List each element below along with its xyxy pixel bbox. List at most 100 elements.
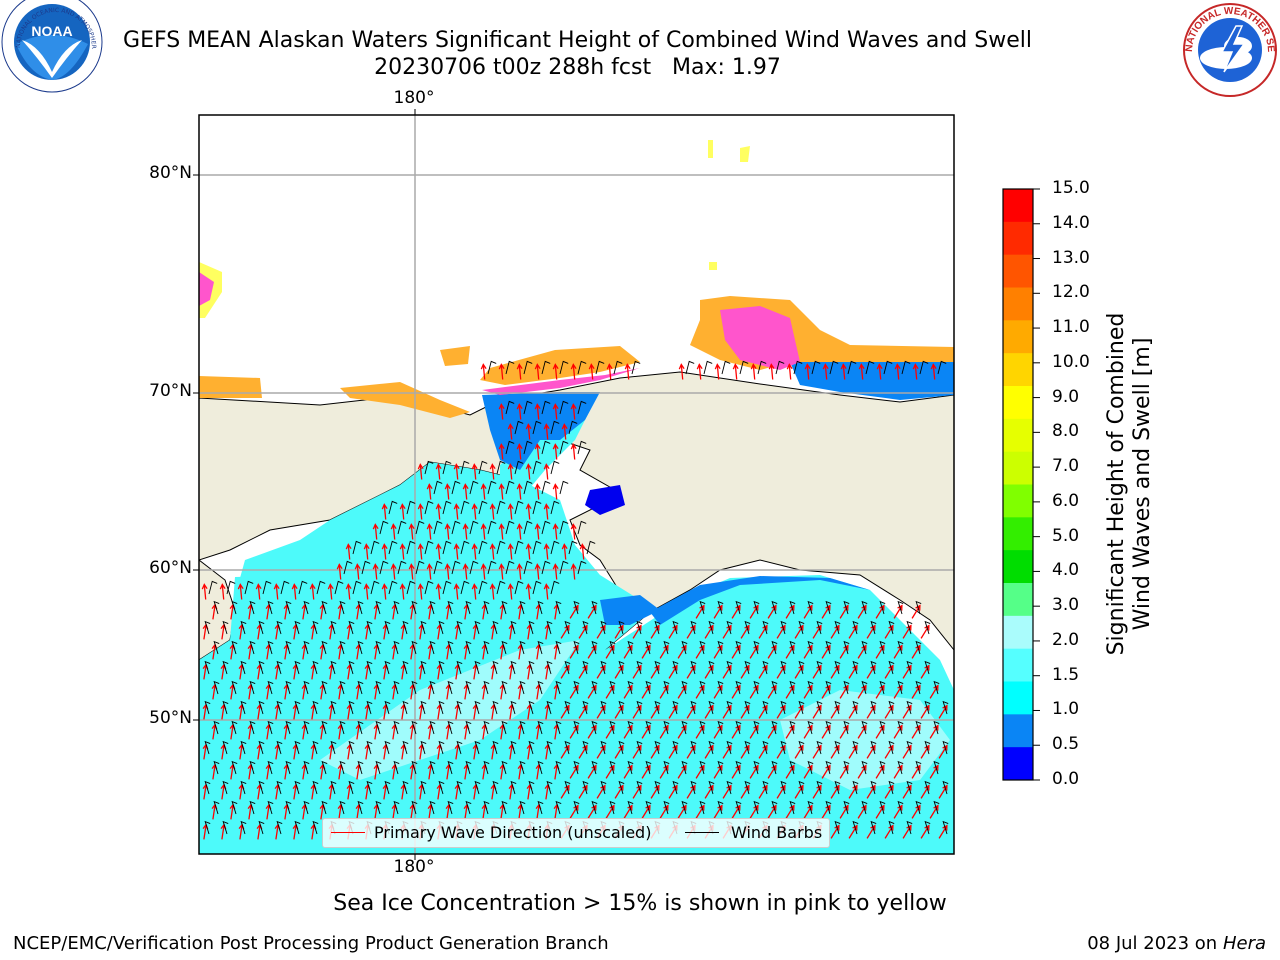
wave-direction-arrow	[812, 744, 822, 759]
wind-barb	[582, 660, 589, 675]
wind-barb	[834, 660, 841, 675]
colorbar-swatch	[1003, 189, 1033, 223]
wave-direction-arrow	[893, 804, 903, 819]
wind-barb	[771, 800, 778, 815]
wind-barb	[204, 620, 211, 635]
wind-barb	[753, 760, 760, 775]
wind-barb	[285, 640, 292, 655]
wave-direction-arrow	[650, 664, 660, 679]
wind-barb	[420, 740, 427, 755]
wind-barb	[555, 680, 562, 695]
wind-barb	[573, 640, 580, 655]
wave-direction-arrow	[714, 363, 721, 380]
wave-direction-arrow	[875, 684, 885, 699]
wind-barb	[312, 620, 319, 635]
wind-barb	[816, 740, 823, 755]
wind-barb	[843, 800, 850, 815]
wind-barb	[888, 700, 895, 715]
wave-direction-arrow	[237, 583, 244, 600]
wind-barb	[433, 480, 443, 495]
wave-direction-arrow	[722, 704, 732, 719]
wind-barb	[312, 820, 319, 835]
wave-direction-arrow	[812, 624, 822, 639]
wind-barb	[510, 700, 517, 715]
wave-direction-arrow	[857, 764, 867, 779]
wind-barb	[541, 560, 551, 575]
wave-direction-arrow	[677, 724, 687, 739]
wave-direction-arrow	[830, 664, 840, 679]
wind-barb	[514, 580, 524, 595]
wind-barb	[514, 500, 524, 515]
colorbar-swatch	[1003, 550, 1033, 584]
wave-direction-arrow	[767, 684, 777, 699]
wave-direction-arrow	[381, 583, 388, 600]
wind-barb	[532, 500, 542, 515]
wave-direction-arrow	[866, 744, 876, 759]
wave-direction-arrow	[632, 744, 642, 759]
wave-direction-arrow	[336, 563, 343, 580]
wind-barb	[294, 660, 301, 675]
wave-direction-arrow	[668, 664, 678, 679]
wave-direction-arrow	[201, 583, 208, 600]
wind-barb	[523, 480, 533, 495]
lat-label-50: 50°N	[149, 708, 192, 728]
wave-direction-arrow	[866, 624, 876, 639]
wind-barb	[933, 760, 940, 775]
wind-barb	[280, 580, 290, 595]
wind-barb	[843, 600, 850, 615]
wind-barb	[496, 500, 506, 515]
wind-barb	[726, 700, 733, 715]
wave-direction-arrow	[776, 704, 786, 719]
colorbar-tick-label: 15.0	[1052, 178, 1090, 198]
colorbar-tick-label: 10.0	[1052, 351, 1090, 372]
wave-direction-arrow	[426, 563, 433, 580]
wind-barb	[303, 800, 310, 815]
wind-barb	[213, 640, 220, 655]
wind-barb	[726, 780, 733, 795]
wave-direction-arrow	[489, 543, 496, 560]
wave-direction-arrow	[614, 784, 624, 799]
wind-barb	[690, 620, 697, 635]
wave-direction-arrow	[516, 483, 523, 500]
wave-direction-arrow	[345, 543, 352, 560]
wind-barb	[663, 680, 670, 695]
wind-barb	[532, 540, 542, 555]
colorbar-tick-label: 3.0	[1052, 595, 1080, 616]
wave-direction-arrow	[893, 684, 903, 699]
wave-direction-arrow	[659, 644, 669, 659]
wave-direction-arrow	[786, 363, 793, 380]
wave-direction-arrow	[399, 583, 406, 600]
wave-direction-arrow	[552, 363, 559, 380]
wave-direction-arrow	[417, 543, 424, 560]
wind-barb	[825, 760, 832, 775]
wind-barb	[573, 720, 580, 735]
wind-barb	[582, 740, 589, 755]
wind-barb	[613, 360, 623, 375]
wind-barb	[519, 720, 526, 735]
chart-subtitle: 20230706 t00z 288h fcst Max: 1.97	[374, 55, 781, 80]
wave-direction-arrow	[516, 563, 523, 580]
wave-direction-arrow	[857, 724, 867, 739]
wave-legend-label: Primary Wave Direction (unscaled)	[374, 823, 652, 842]
wind-barb	[411, 760, 418, 775]
wind-barb	[447, 720, 454, 735]
wind-barb	[429, 640, 436, 655]
wind-barb	[825, 640, 832, 655]
wave-direction-arrow	[911, 724, 921, 739]
wave-direction-arrow	[866, 824, 876, 839]
wind-barb	[744, 700, 751, 715]
wind-barb	[582, 700, 589, 715]
wind-barb	[627, 640, 634, 655]
wave-direction-arrow	[704, 784, 714, 799]
wind-barb	[528, 780, 535, 795]
wind-barb	[420, 780, 427, 795]
wave-direction-arrow	[471, 463, 478, 480]
wave-direction-arrow	[767, 724, 777, 739]
wind-barb	[402, 660, 409, 675]
wind-barb	[208, 580, 218, 595]
wave-direction-arrow	[776, 744, 786, 759]
wave-direction-arrow	[722, 664, 732, 679]
wave-direction-arrow	[840, 363, 847, 380]
wind-barb	[469, 560, 479, 575]
wind-barb	[906, 740, 913, 755]
